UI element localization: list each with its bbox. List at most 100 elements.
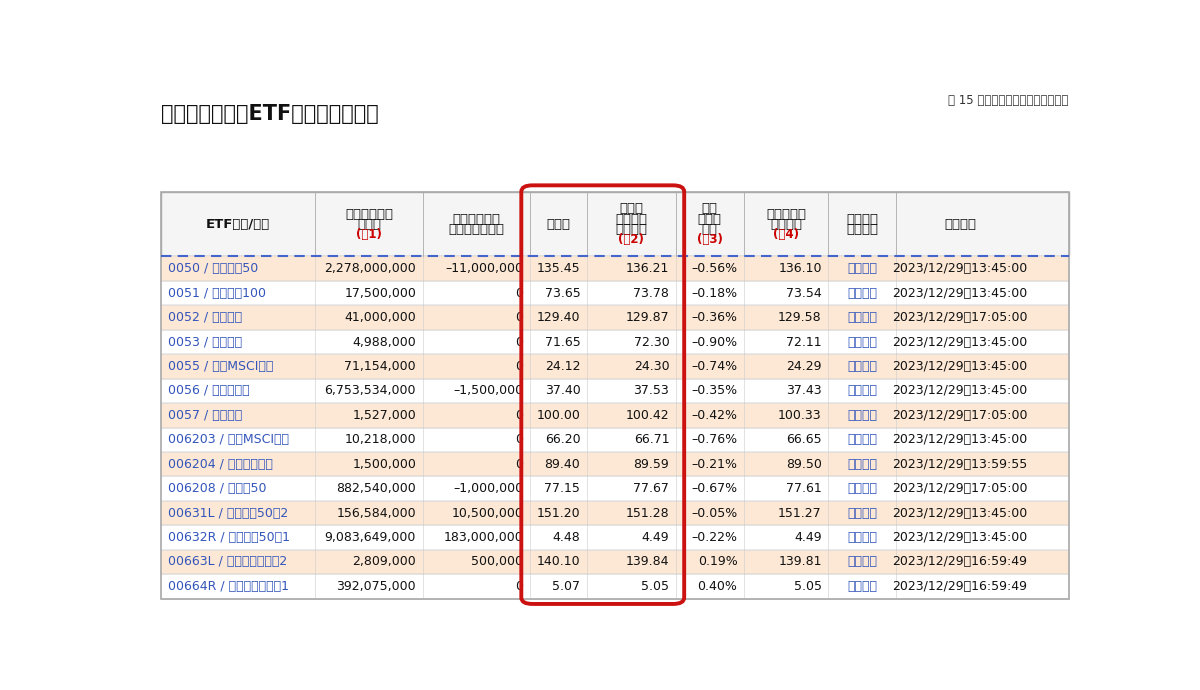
Bar — [161, 550, 1069, 574]
Text: 151.27: 151.27 — [778, 506, 822, 520]
Text: ETF代號/名稱: ETF代號/名稱 — [206, 217, 270, 230]
Text: 0056 / 元大高股息: 0056 / 元大高股息 — [168, 384, 250, 397]
Text: 投信網頁: 投信網頁 — [847, 580, 877, 593]
Text: –0.18%: –0.18% — [691, 286, 737, 299]
Text: 2023/12/29－13:59:55: 2023/12/29－13:59:55 — [893, 457, 1027, 471]
Bar — [161, 525, 1069, 550]
Text: 0: 0 — [515, 311, 523, 324]
Text: 00631L / 元大台灣50正2: 00631L / 元大台灣50正2 — [168, 506, 288, 520]
Text: 2023/12/29－16:59:49: 2023/12/29－16:59:49 — [893, 580, 1027, 593]
Text: 5.05: 5.05 — [641, 580, 670, 593]
Text: 幅度: 幅度 — [702, 223, 718, 236]
Text: 10,218,000: 10,218,000 — [344, 433, 416, 446]
Text: 2023/12/29－17:05:00: 2023/12/29－17:05:00 — [892, 482, 1027, 495]
Text: 41,000,000: 41,000,000 — [344, 311, 416, 324]
Text: –0.76%: –0.76% — [691, 433, 737, 446]
Text: 136.10: 136.10 — [779, 262, 822, 275]
Text: 投信網頁: 投信網頁 — [847, 555, 877, 569]
Text: 2023/12/29－17:05:00: 2023/12/29－17:05:00 — [892, 409, 1027, 422]
Text: 投信網頁: 投信網頁 — [847, 360, 877, 373]
Text: 500,000: 500,000 — [472, 555, 523, 569]
Text: 24.12: 24.12 — [545, 360, 581, 373]
Text: 89.40: 89.40 — [545, 457, 581, 471]
Bar — [161, 354, 1069, 379]
Text: 135.45: 135.45 — [536, 262, 581, 275]
Text: 投信或: 投信或 — [619, 202, 643, 215]
Text: –0.56%: –0.56% — [691, 262, 737, 275]
Text: –0.90%: –0.90% — [691, 335, 737, 348]
Text: 10,500,000: 10,500,000 — [451, 506, 523, 520]
Text: 4.49: 4.49 — [794, 531, 822, 544]
Text: 4.49: 4.49 — [642, 531, 670, 544]
Text: 2023/12/29－13:45:00: 2023/12/29－13:45:00 — [893, 262, 1027, 275]
Text: 89.59: 89.59 — [634, 457, 670, 471]
Text: 受益單位差異數: 受益單位差異數 — [448, 223, 504, 236]
Bar — [161, 501, 1069, 525]
Text: 100.00: 100.00 — [536, 409, 581, 422]
Text: 139.84: 139.84 — [626, 555, 670, 569]
Bar — [161, 574, 1069, 599]
Text: 0: 0 — [515, 286, 523, 299]
Text: 129.87: 129.87 — [625, 311, 670, 324]
Text: 投信網頁: 投信網頁 — [847, 262, 877, 275]
Text: 投信網頁: 投信網頁 — [847, 531, 877, 544]
Text: 0053 / 元大電子: 0053 / 元大電子 — [168, 335, 241, 348]
Text: 投信網頁: 投信網頁 — [847, 433, 877, 446]
Bar — [161, 281, 1069, 306]
Text: 2023/12/29－13:45:00: 2023/12/29－13:45:00 — [893, 506, 1027, 520]
Text: 1,527,000: 1,527,000 — [353, 409, 416, 422]
Text: 17,500,000: 17,500,000 — [344, 286, 416, 299]
Text: 單位數: 單位數 — [358, 217, 382, 230]
Text: 前一營業日: 前一營業日 — [766, 208, 806, 221]
Text: (註3): (註3) — [697, 233, 722, 246]
Text: 9,083,649,000: 9,083,649,000 — [325, 531, 416, 544]
Text: 已發行受益權: 已發行受益權 — [346, 208, 394, 221]
Text: 6,753,534,000: 6,753,534,000 — [324, 384, 416, 397]
Text: 392,075,000: 392,075,000 — [336, 580, 416, 593]
Text: 網頁連結: 網頁連結 — [846, 223, 878, 236]
Text: 77.67: 77.67 — [634, 482, 670, 495]
Text: (註1): (註1) — [356, 228, 382, 241]
Text: 4.48: 4.48 — [553, 531, 581, 544]
Bar — [161, 452, 1069, 476]
Bar — [161, 306, 1069, 330]
Text: 156,584,000: 156,584,000 — [336, 506, 416, 520]
Text: 2023/12/29－13:45:00: 2023/12/29－13:45:00 — [893, 433, 1027, 446]
Text: 71.65: 71.65 — [545, 335, 581, 348]
Text: 投信網頁: 投信網頁 — [847, 457, 877, 471]
Text: 100.42: 100.42 — [625, 409, 670, 422]
Text: 24.29: 24.29 — [786, 360, 822, 373]
Text: –11,000,000: –11,000,000 — [445, 262, 523, 275]
Text: 0: 0 — [515, 457, 523, 471]
Text: 2023/12/29－13:45:00: 2023/12/29－13:45:00 — [893, 384, 1027, 397]
Text: 0: 0 — [515, 433, 523, 446]
Text: 72.30: 72.30 — [634, 335, 670, 348]
Text: 投信網頁: 投信網頁 — [847, 286, 877, 299]
Text: 151.28: 151.28 — [625, 506, 670, 520]
Text: 66.20: 66.20 — [545, 433, 581, 446]
Text: 006208 / 富邦台50: 006208 / 富邦台50 — [168, 482, 266, 495]
Bar — [161, 192, 1069, 257]
Text: 72.11: 72.11 — [786, 335, 822, 348]
Text: 投信網頁: 投信網頁 — [847, 506, 877, 520]
Bar — [161, 257, 1069, 281]
Text: 37.40: 37.40 — [545, 384, 581, 397]
Text: 【國內成分證券ETF】－新台幣交易: 【國內成分證券ETF】－新台幣交易 — [161, 104, 379, 124]
Text: 0051 / 元大中型100: 0051 / 元大中型100 — [168, 286, 265, 299]
Text: 5.07: 5.07 — [552, 580, 581, 593]
Text: 151.20: 151.20 — [536, 506, 581, 520]
Text: –0.42%: –0.42% — [691, 409, 737, 422]
Text: 2023/12/29－16:59:49: 2023/12/29－16:59:49 — [893, 555, 1027, 569]
Text: 0: 0 — [515, 335, 523, 348]
Bar — [161, 428, 1069, 452]
Text: 2,809,000: 2,809,000 — [353, 555, 416, 569]
Text: 77.15: 77.15 — [545, 482, 581, 495]
Text: 129.58: 129.58 — [778, 311, 822, 324]
Text: 資料時間: 資料時間 — [944, 217, 976, 230]
Text: 總代理人: 總代理人 — [616, 213, 647, 226]
Text: 73.78: 73.78 — [634, 286, 670, 299]
Text: –0.36%: –0.36% — [691, 311, 737, 324]
Text: 0050 / 元大台灣50: 0050 / 元大台灣50 — [168, 262, 258, 275]
Bar — [161, 379, 1069, 403]
Text: 66.65: 66.65 — [786, 433, 822, 446]
